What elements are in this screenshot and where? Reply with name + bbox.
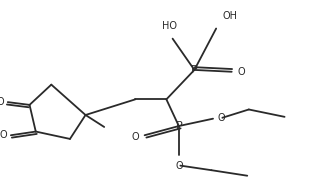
Text: P: P <box>175 121 182 131</box>
Text: OH: OH <box>222 11 237 21</box>
Text: O: O <box>218 113 225 123</box>
Text: O: O <box>176 161 183 171</box>
Text: O: O <box>0 130 7 140</box>
Text: O: O <box>237 67 245 77</box>
Text: HO: HO <box>162 21 177 31</box>
Text: P: P <box>191 65 198 75</box>
Text: O: O <box>0 97 4 107</box>
Text: O: O <box>131 132 139 142</box>
